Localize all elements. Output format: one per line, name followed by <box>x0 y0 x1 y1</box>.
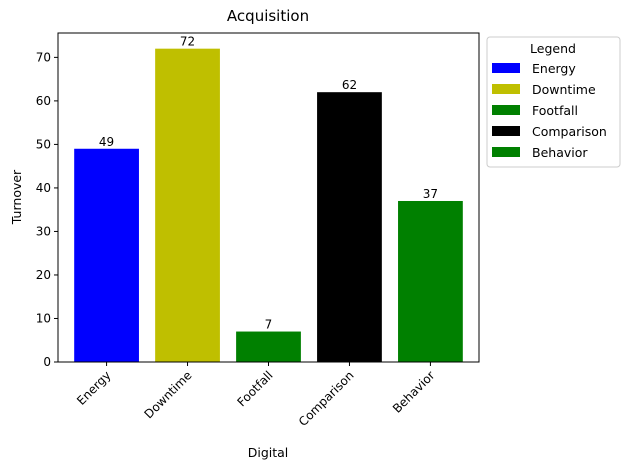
legend-swatch-footfall <box>492 105 520 115</box>
y-tick-label-20: 20 <box>36 268 51 282</box>
y-axis-label: Turnover <box>9 169 24 225</box>
bar-footfall <box>236 331 301 362</box>
y-tick-label-40: 40 <box>36 181 51 195</box>
bar-value-label-comparison: 62 <box>342 78 357 92</box>
bar-comparison <box>317 92 382 363</box>
bar-value-label-footfall: 7 <box>265 318 273 332</box>
legend-frame <box>486 36 621 168</box>
bar-value-label-energy: 49 <box>99 135 114 149</box>
y-axis: 0 10 20 30 40 50 60 70 <box>36 50 58 369</box>
bar-energy <box>74 148 139 362</box>
bar-behavior <box>398 200 463 362</box>
legend-swatch-energy <box>492 63 520 73</box>
bar-value-label-behavior: 37 <box>423 187 438 201</box>
bar-downtime <box>155 48 220 363</box>
legend-swatch-downtime <box>492 84 520 94</box>
y-tick-label-50: 50 <box>36 137 51 151</box>
y-tick-label-0: 0 <box>43 355 51 369</box>
y-tick-label-10: 10 <box>36 311 51 325</box>
legend-swatch-comparison <box>492 126 520 136</box>
legend-title: Legend <box>530 41 576 56</box>
x-axis-label: Digital <box>248 445 289 460</box>
legend-label-footfall: Footfall <box>532 103 578 118</box>
legend-label-behavior: Behavior <box>532 145 588 160</box>
bars-layer <box>74 48 463 363</box>
bar-value-label-downtime: 72 <box>180 35 195 49</box>
legend-label-energy: Energy <box>532 61 576 76</box>
legend: Legend Energy Downtime Footfall Comparison B… <box>486 36 621 168</box>
y-tick-label-70: 70 <box>36 50 51 64</box>
legend-entries: Energy Downtime Footfall Comparison Behavior <box>492 61 607 160</box>
bar-labels-layer: 49 72 7 62 37 <box>99 35 438 332</box>
legend-label-comparison: Comparison <box>532 124 607 139</box>
legend-label-downtime: Downtime <box>532 82 596 97</box>
chart-title: Acquisition <box>227 7 309 25</box>
y-tick-label-30: 30 <box>36 224 51 238</box>
y-tick-label-60: 60 <box>36 94 51 108</box>
legend-swatch-behavior <box>492 147 520 157</box>
plot-area-frame <box>57 32 480 363</box>
